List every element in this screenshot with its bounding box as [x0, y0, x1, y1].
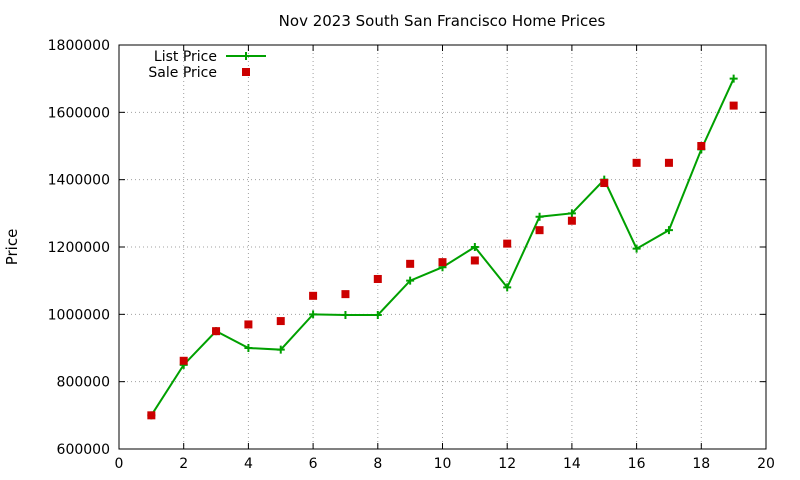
list-price-point	[632, 244, 641, 253]
sale-price-point	[438, 258, 447, 267]
chart-title: Nov 2023 South San Francisco Home Prices	[279, 12, 606, 30]
x-tick-label: 2	[179, 456, 188, 472]
sale-price-point	[406, 259, 415, 268]
x-tick-label: 18	[692, 456, 710, 472]
x-tick-label: 12	[498, 456, 516, 472]
y-tick-label: 1600000	[48, 105, 110, 121]
list-price-point	[276, 345, 285, 354]
sale-price-point	[147, 411, 156, 420]
sale-price-point	[341, 290, 350, 299]
list-price-point	[664, 226, 673, 235]
y-tick-label: 1000000	[48, 307, 110, 323]
y-tick-label: 1800000	[48, 38, 110, 54]
list-price-point	[503, 283, 512, 292]
legend-marker-sale-price	[242, 68, 250, 76]
grid	[119, 45, 766, 449]
y-tick-label: 1200000	[48, 240, 110, 256]
sale-price-series	[147, 101, 738, 420]
legend-marker-list-price	[242, 52, 250, 60]
x-tick-label: 6	[309, 456, 318, 472]
y-axis-label: Price	[3, 229, 21, 266]
list-price-point	[729, 74, 738, 83]
sale-price-point	[567, 216, 576, 225]
list-price-point	[341, 311, 350, 320]
sale-price-point	[632, 158, 641, 167]
list-price-point	[406, 276, 415, 285]
x-tick-label: 4	[244, 456, 253, 472]
plot-frame	[118, 44, 767, 450]
sale-price-point	[470, 256, 479, 265]
sale-price-point	[244, 320, 253, 329]
sale-price-point	[212, 327, 221, 336]
sale-price-point	[535, 226, 544, 235]
axis-ticks: 0 2 4 6 8 10 12 14 16 18 20 600000 800000 1000000 1200…	[48, 38, 775, 472]
x-tick-label: 14	[563, 456, 581, 472]
list-price-point	[470, 243, 479, 251]
list-price-point	[309, 310, 318, 319]
list-price-point	[567, 209, 576, 218]
series-layer	[147, 74, 738, 420]
sale-price-point	[729, 101, 738, 110]
legend-label-list-price: List Price	[154, 49, 217, 65]
y-tick-label: 800000	[57, 375, 110, 391]
sale-price-point	[373, 274, 382, 283]
sale-price-point	[600, 179, 609, 188]
sale-price-point	[664, 158, 673, 167]
y-tick-label: 600000	[57, 442, 110, 458]
sale-price-point	[179, 356, 188, 365]
x-tick-label: 0	[115, 456, 124, 472]
x-tick-label: 20	[757, 456, 775, 472]
sale-price-point	[503, 239, 512, 248]
list-price-point	[535, 212, 544, 221]
sale-price-point	[309, 291, 318, 300]
x-tick-label: 8	[373, 456, 382, 472]
list-price-point	[244, 344, 253, 352]
sale-price-point	[697, 142, 706, 150]
sale-price-point	[276, 317, 285, 326]
list-price-point	[373, 311, 382, 320]
x-tick-label: 16	[628, 456, 646, 472]
y-tick-label: 1400000	[48, 173, 110, 189]
x-tick-label: 10	[434, 456, 452, 472]
legend-label-sale-price: Sale Price	[148, 65, 217, 81]
